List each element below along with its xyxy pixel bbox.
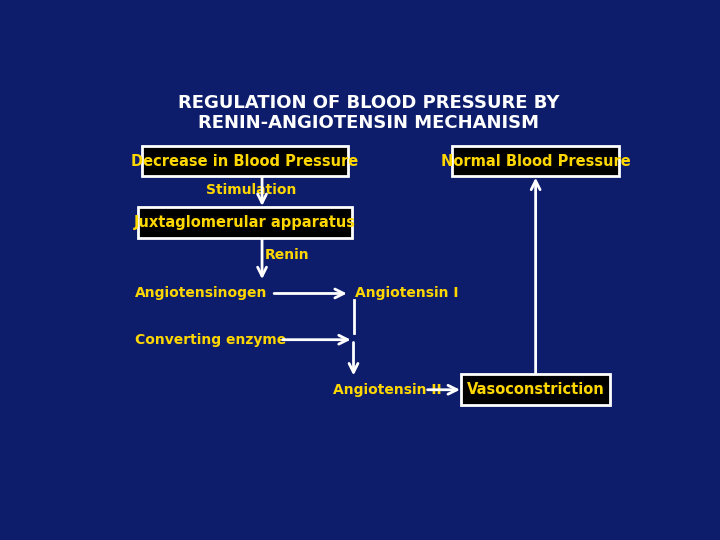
FancyBboxPatch shape — [462, 374, 610, 405]
FancyBboxPatch shape — [142, 146, 348, 177]
Text: Converting enzyme: Converting enzyme — [135, 333, 287, 347]
FancyBboxPatch shape — [138, 207, 352, 238]
Text: Juxtaglomerular apparatus: Juxtaglomerular apparatus — [134, 215, 356, 230]
Text: Stimulation: Stimulation — [206, 183, 297, 197]
Text: Angiotensinogen: Angiotensinogen — [135, 287, 267, 300]
Text: Normal Blood Pressure: Normal Blood Pressure — [441, 153, 631, 168]
FancyBboxPatch shape — [452, 146, 619, 177]
Text: Vasoconstriction: Vasoconstriction — [467, 382, 605, 397]
Text: Renin: Renin — [264, 248, 309, 262]
Text: Angiotensin II: Angiotensin II — [333, 383, 441, 397]
Text: Decrease in Blood Pressure: Decrease in Blood Pressure — [131, 153, 359, 168]
Text: REGULATION OF BLOOD PRESSURE BY: REGULATION OF BLOOD PRESSURE BY — [179, 94, 559, 112]
Text: Angiotensin I: Angiotensin I — [355, 287, 459, 300]
Text: RENIN-ANGIOTENSIN MECHANISM: RENIN-ANGIOTENSIN MECHANISM — [199, 113, 539, 132]
